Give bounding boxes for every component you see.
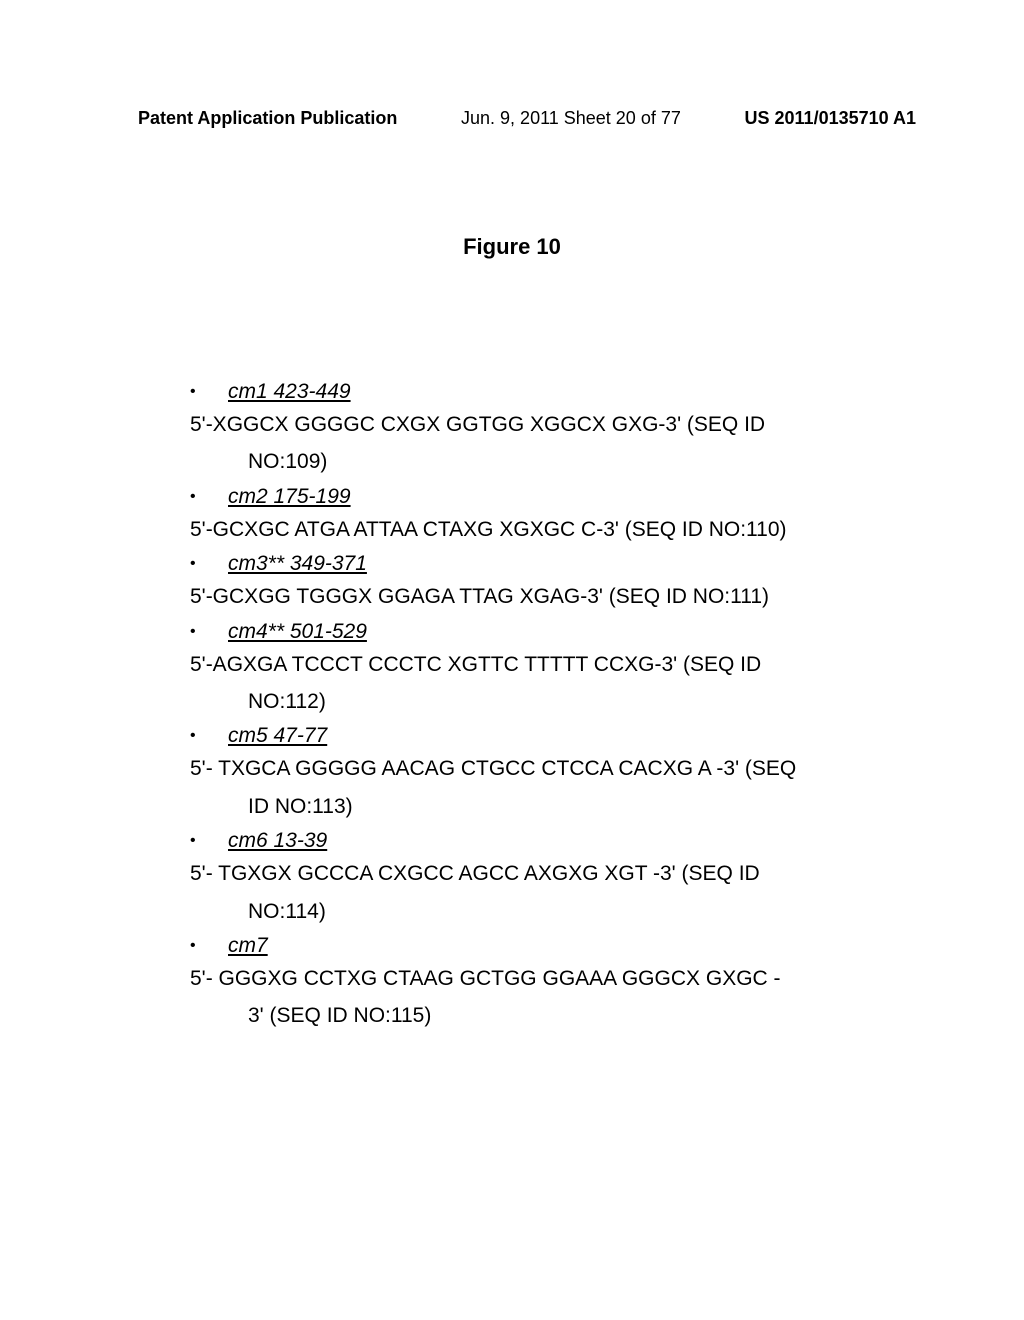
page-header: Patent Application Publication Jun. 9, 2… (0, 0, 1024, 129)
bullet-icon: • (190, 937, 228, 955)
entry-label-row: • cm6 13-39 (190, 829, 864, 853)
entry-label-row: • cm1 423-449 (190, 380, 864, 404)
entry-label: cm3** 349-371 (228, 552, 367, 576)
entry-label: cm2 175-199 (228, 485, 351, 509)
sequence-text: 5'-AGXGA TCCCT CCCTC XGTTC TTTTT CCXG-3'… (190, 650, 864, 679)
header-patent-number: US 2011/0135710 A1 (745, 108, 916, 129)
figure-title: Figure 10 (0, 234, 1024, 260)
sequence-text: 5'- TGXGX GCCCA CXGCC AGCC AXGXG XGT -3'… (190, 859, 864, 888)
sequence-text: 3' (SEQ ID NO:115) (190, 1001, 864, 1030)
bullet-icon: • (190, 555, 228, 573)
bullet-icon: • (190, 832, 228, 850)
header-date-sheet: Jun. 9, 2011 Sheet 20 of 77 (461, 108, 681, 129)
sequence-text: ID NO:113) (190, 792, 864, 821)
entry-label: cm7 (228, 934, 268, 958)
entry-label: cm6 13-39 (228, 829, 327, 853)
sequence-text: NO:114) (190, 897, 864, 926)
bullet-icon: • (190, 488, 228, 506)
entry-label: cm1 423-449 (228, 380, 351, 404)
entry-label-row: • cm5 47-77 (190, 724, 864, 748)
entry-label-row: • cm7 (190, 934, 864, 958)
sequence-text: 5'-XGGCX GGGGC CXGX GGTGG XGGCX GXG-3' (… (190, 410, 864, 439)
sequence-text: 5'- GGGXG CCTXG CTAAG GCTGG GGAAA GGGCX … (190, 964, 864, 993)
sequence-text: 5'- TXGCA GGGGG AACAG CTGCC CTCCA CACXG … (190, 754, 864, 783)
header-publication: Patent Application Publication (138, 108, 397, 129)
bullet-icon: • (190, 623, 228, 641)
entry-label-row: • cm3** 349-371 (190, 552, 864, 576)
entry-label: cm5 47-77 (228, 724, 327, 748)
entry-label: cm4** 501-529 (228, 620, 367, 644)
entry-label-row: • cm4** 501-529 (190, 620, 864, 644)
bullet-icon: • (190, 383, 228, 401)
sequence-list: • cm1 423-449 5'-XGGCX GGGGC CXGX GGTGG … (0, 380, 1024, 1031)
sequence-text: 5'-GCXGC ATGA ATTAA CTAXG XGXGC C-3' (SE… (190, 515, 864, 544)
sequence-text: NO:112) (190, 687, 864, 716)
bullet-icon: • (190, 727, 228, 745)
sequence-text: NO:109) (190, 447, 864, 476)
sequence-text: 5'-GCXGG TGGGX GGAGA TTAG XGAG-3' (SEQ I… (190, 582, 864, 611)
entry-label-row: • cm2 175-199 (190, 485, 864, 509)
